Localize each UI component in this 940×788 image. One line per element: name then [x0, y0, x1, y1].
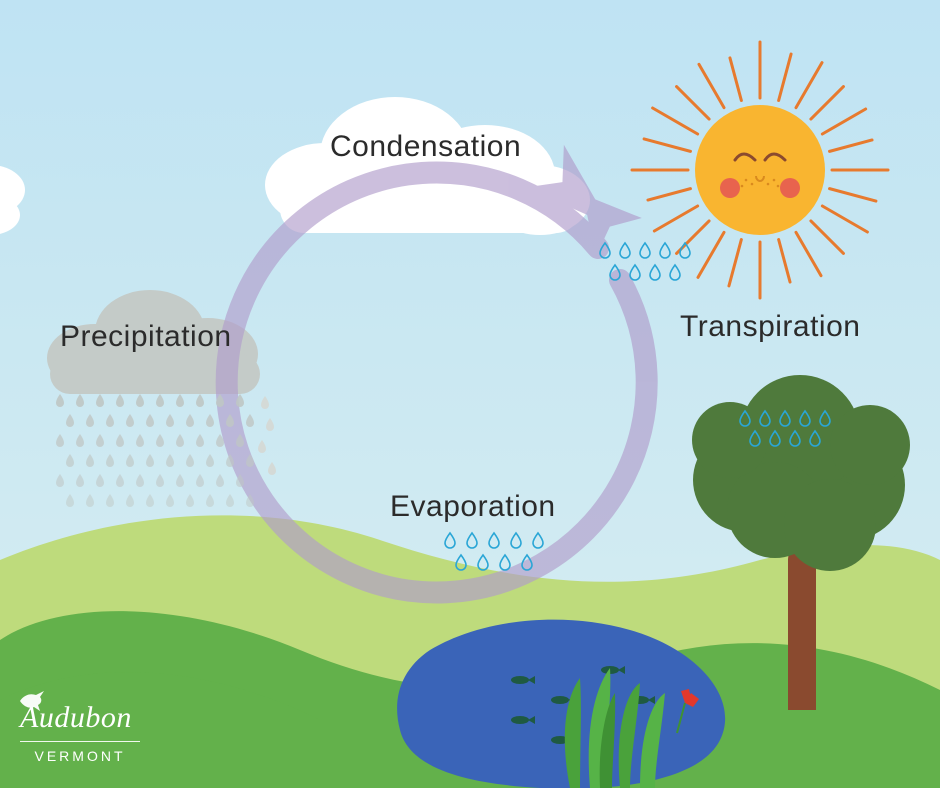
audubon-bird-icon: [18, 687, 46, 711]
brand-region: VERMONT: [20, 741, 140, 764]
label-condensation: Condensation: [330, 130, 521, 164]
scene-svg: [0, 0, 940, 788]
label-evaporation: Evaporation: [390, 490, 556, 524]
water-cycle-infographic: Condensation Precipitation Evaporation T…: [0, 0, 940, 788]
brand-block: Audubon VERMONT: [20, 701, 140, 764]
label-transpiration: Transpiration: [680, 310, 860, 344]
label-precipitation: Precipitation: [60, 320, 232, 354]
